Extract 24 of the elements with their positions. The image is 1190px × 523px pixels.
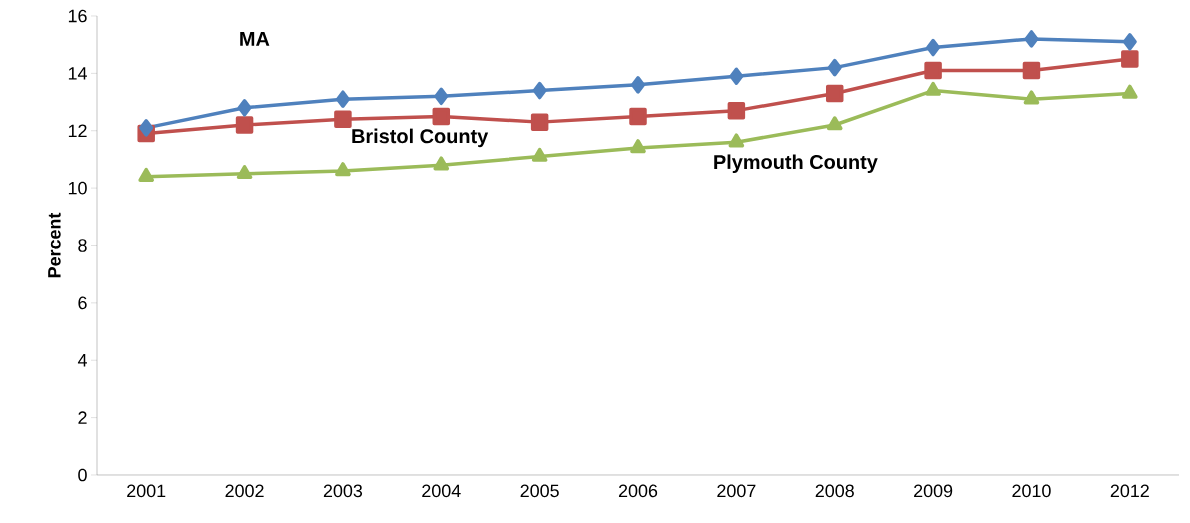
x-tick-label: 2005 [520, 484, 559, 498]
x-tick-label: 2009 [914, 484, 953, 498]
x-tick-label: 2001 [127, 484, 166, 498]
series-label: Plymouth County [714, 154, 878, 174]
y-tick-label: 14 [68, 67, 87, 80]
x-tick-label: 2003 [323, 484, 363, 498]
series-label: Bristol County [352, 128, 489, 148]
x-tick-label: 2008 [815, 484, 854, 498]
x-tick-label: 2002 [225, 484, 264, 498]
y-tick-label: 8 [78, 239, 87, 252]
y-tick-label: 16 [68, 9, 87, 23]
x-tick-label: 2004 [422, 484, 461, 498]
y-tick-label: 0 [78, 468, 87, 482]
y-tick-label: 12 [68, 124, 87, 137]
x-tick-label: 2012 [1110, 484, 1149, 498]
y-tick-label: 2 [78, 411, 87, 424]
x-tick-label: 2006 [618, 484, 658, 498]
y-tick-label: 6 [78, 296, 87, 310]
x-tick-label: 2007 [717, 484, 756, 498]
y-axis-title: Percent [48, 212, 61, 278]
x-tick-label: 2010 [1012, 484, 1051, 498]
y-tick-label: 4 [77, 354, 87, 367]
y-tick-label: 10 [68, 181, 87, 195]
text: MA [240, 32, 270, 46]
